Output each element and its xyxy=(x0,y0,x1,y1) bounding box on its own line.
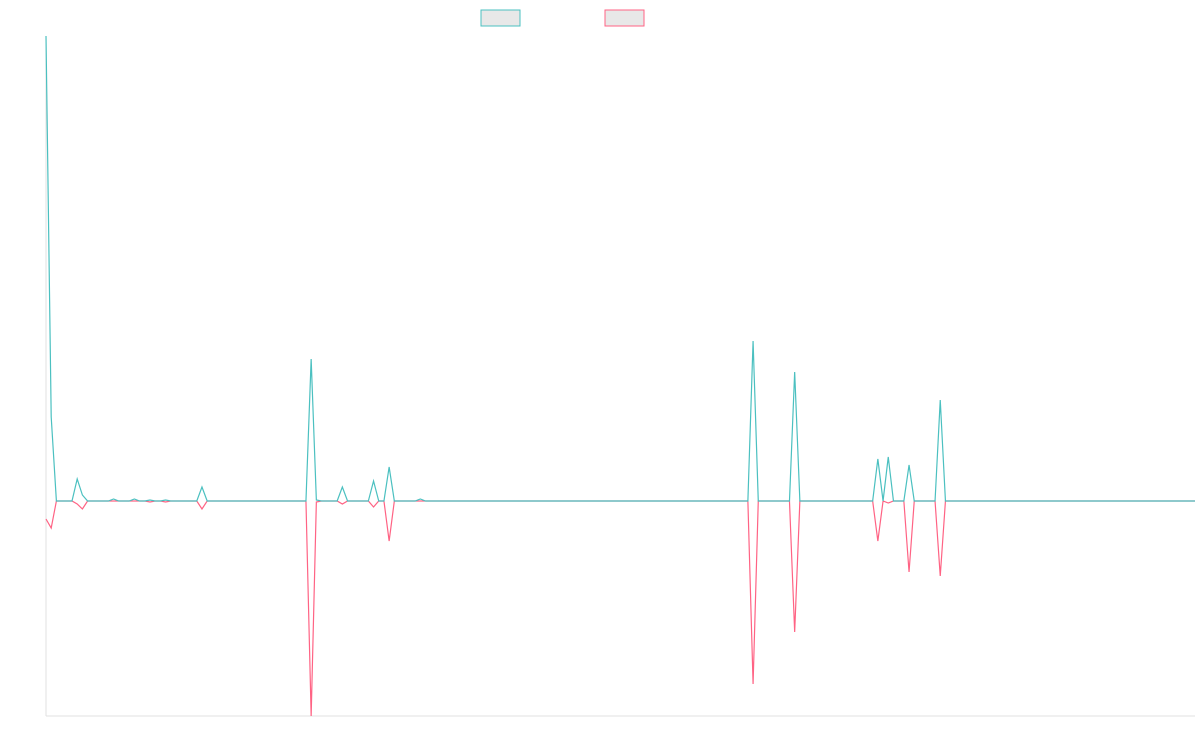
series-line xyxy=(45,35,1195,502)
series-line xyxy=(45,500,1195,717)
legend-swatch[interactable] xyxy=(604,9,645,27)
legend-swatch[interactable] xyxy=(480,9,521,27)
